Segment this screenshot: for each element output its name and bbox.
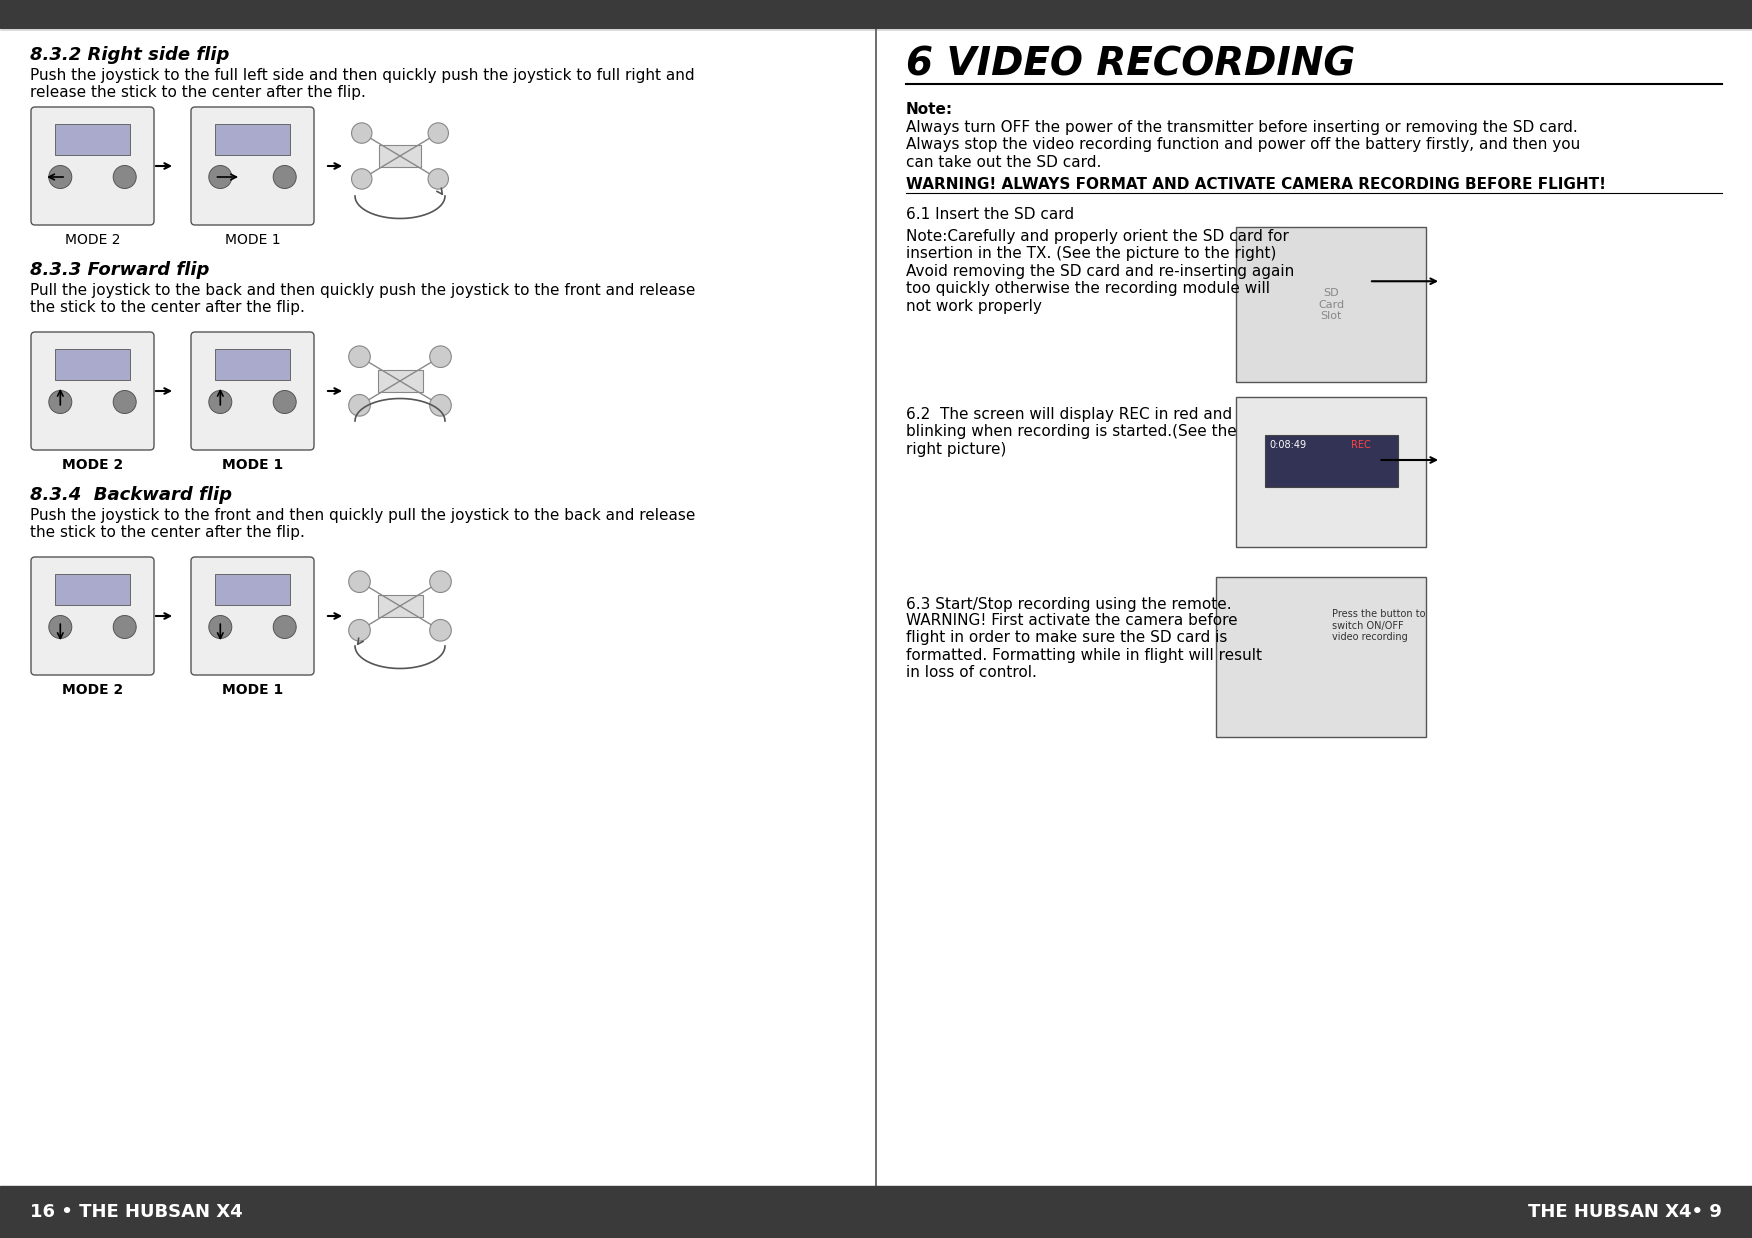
Text: MODE 1: MODE 1 <box>223 458 284 472</box>
Circle shape <box>349 345 370 368</box>
Circle shape <box>427 168 449 189</box>
Circle shape <box>273 390 296 413</box>
Text: 16 • THE HUBSAN X4: 16 • THE HUBSAN X4 <box>30 1203 242 1221</box>
Bar <box>1216 577 1426 737</box>
Text: MODE 2: MODE 2 <box>61 458 123 472</box>
Text: MODE 1: MODE 1 <box>224 233 280 248</box>
Circle shape <box>49 390 72 413</box>
Circle shape <box>208 615 231 639</box>
FancyBboxPatch shape <box>191 332 314 449</box>
Text: Push the joystick to the front and then quickly pull the joystick to the back an: Push the joystick to the front and then … <box>30 508 696 541</box>
FancyBboxPatch shape <box>191 557 314 675</box>
Circle shape <box>114 615 137 639</box>
Text: WARNING! First activate the camera before
flight in order to make sure the SD ca: WARNING! First activate the camera befor… <box>906 613 1261 680</box>
Circle shape <box>427 123 449 144</box>
Bar <box>0 1186 1752 1238</box>
Text: Pull the joystick to the back and then quickly push the joystick to the front an: Pull the joystick to the back and then q… <box>30 284 696 316</box>
Circle shape <box>429 345 452 368</box>
Text: Push the joystick to the full left side and then quickly push the joystick to fu: Push the joystick to the full left side … <box>30 68 694 100</box>
Text: 6.3 Start/Stop recording using the remote.: 6.3 Start/Stop recording using the remot… <box>906 597 1232 612</box>
Bar <box>1235 397 1426 547</box>
Circle shape <box>114 166 137 188</box>
Text: WARNING! ALWAYS FORMAT AND ACTIVATE CAMERA RECORDING BEFORE FLIGHT!: WARNING! ALWAYS FORMAT AND ACTIVATE CAME… <box>906 177 1607 192</box>
FancyBboxPatch shape <box>32 332 154 449</box>
Bar <box>215 349 289 380</box>
Circle shape <box>49 615 72 639</box>
Circle shape <box>273 166 296 188</box>
Circle shape <box>349 395 370 416</box>
Bar <box>215 574 289 605</box>
Bar <box>378 145 420 167</box>
Bar <box>1265 435 1398 487</box>
Circle shape <box>349 619 370 641</box>
Text: Note:: Note: <box>906 102 953 118</box>
Bar <box>0 0 1752 28</box>
FancyBboxPatch shape <box>191 106 314 225</box>
Circle shape <box>352 168 371 189</box>
Text: 8.3.3 Forward flip: 8.3.3 Forward flip <box>30 261 210 279</box>
Circle shape <box>429 395 452 416</box>
Bar <box>54 124 130 155</box>
Circle shape <box>352 123 371 144</box>
FancyBboxPatch shape <box>32 557 154 675</box>
Circle shape <box>429 619 452 641</box>
Text: Always turn OFF the power of the transmitter before inserting or removing the SD: Always turn OFF the power of the transmi… <box>906 120 1580 170</box>
Text: THE HUBSAN X4• 9: THE HUBSAN X4• 9 <box>1528 1203 1722 1221</box>
Circle shape <box>429 571 452 593</box>
Text: 6.1 Insert the SD card: 6.1 Insert the SD card <box>906 207 1074 222</box>
Bar <box>377 594 422 618</box>
Bar <box>54 574 130 605</box>
Text: 0:08:49: 0:08:49 <box>1270 439 1307 449</box>
Circle shape <box>114 390 137 413</box>
Text: 8.3.4  Backward flip: 8.3.4 Backward flip <box>30 487 231 504</box>
Text: MODE 2: MODE 2 <box>65 233 121 248</box>
FancyBboxPatch shape <box>32 106 154 225</box>
Circle shape <box>208 390 231 413</box>
Circle shape <box>273 615 296 639</box>
Bar <box>215 124 289 155</box>
Bar <box>54 349 130 380</box>
Circle shape <box>349 571 370 593</box>
Text: 6.2  The screen will display REC in red and
blinking when recording is started.(: 6.2 The screen will display REC in red a… <box>906 407 1237 457</box>
Text: MODE 2: MODE 2 <box>61 683 123 697</box>
Text: MODE 1: MODE 1 <box>223 683 284 697</box>
Bar <box>1235 227 1426 383</box>
Text: Press the button to
switch ON/OFF
video recording: Press the button to switch ON/OFF video … <box>1332 609 1424 643</box>
Text: Note:Carefully and properly orient the SD card for
insertion in the TX. (See the: Note:Carefully and properly orient the S… <box>906 229 1295 313</box>
Bar <box>377 370 422 392</box>
Text: 8.3.2 Right side flip: 8.3.2 Right side flip <box>30 46 230 64</box>
Circle shape <box>208 166 231 188</box>
Text: 6 VIDEO RECORDING: 6 VIDEO RECORDING <box>906 46 1356 84</box>
Circle shape <box>49 166 72 188</box>
Text: REC: REC <box>1351 439 1370 449</box>
Text: SD
Card
Slot: SD Card Slot <box>1318 288 1344 321</box>
